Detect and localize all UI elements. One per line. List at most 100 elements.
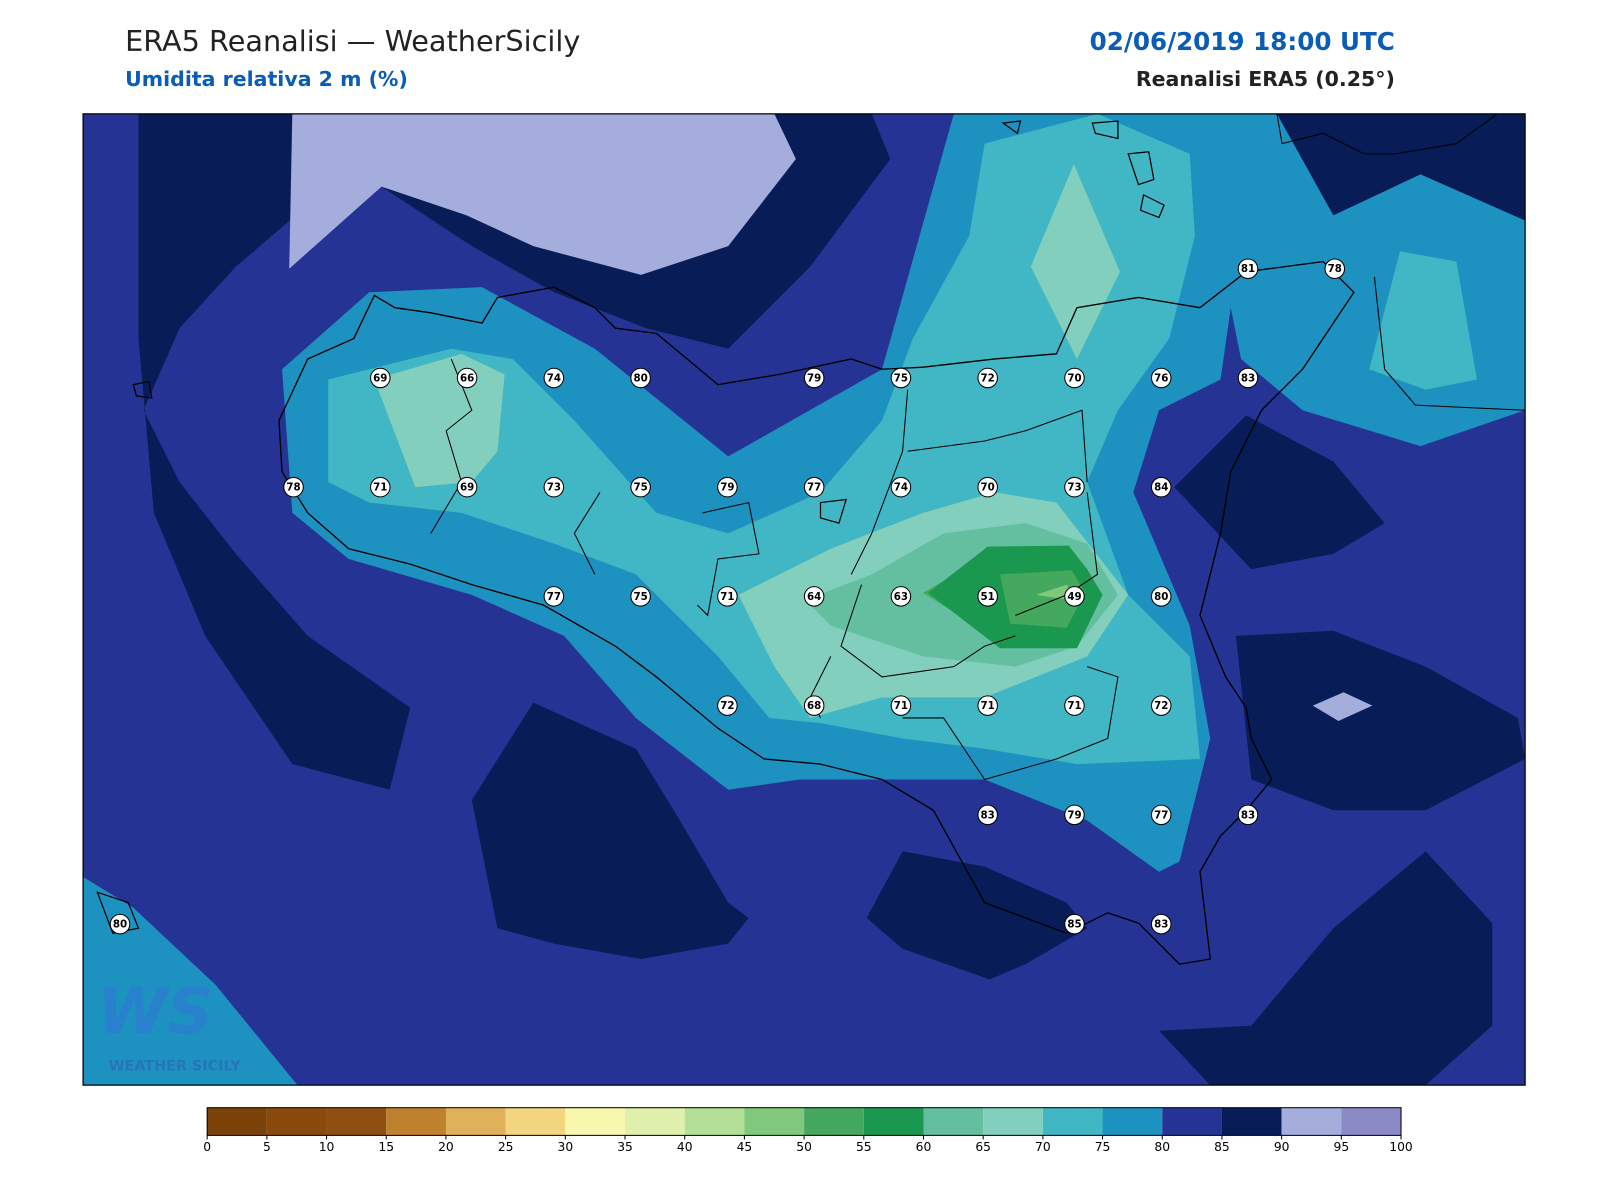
- station-value: 72: [720, 700, 734, 712]
- colorbar-tick-label: 10: [319, 1140, 335, 1154]
- station-marker: [1064, 586, 1085, 607]
- station-value: 80: [633, 372, 647, 384]
- colorbar-segment: [266, 1107, 327, 1136]
- station-marker: [803, 586, 825, 607]
- logo-text: WEATHER SICILY: [109, 1059, 242, 1075]
- field-85-90: [471, 702, 749, 959]
- station-value: 70: [981, 482, 995, 494]
- station-marker: [803, 476, 825, 498]
- colorbar-segment: [207, 1107, 267, 1136]
- station-value: 77: [547, 591, 561, 603]
- station-value: 78: [1328, 263, 1342, 275]
- station-marker: [456, 367, 478, 389]
- station-marker: [1064, 913, 1085, 935]
- station-value: 83: [1241, 809, 1255, 821]
- station-marker: [543, 367, 565, 389]
- colorbar-tick-label: 100: [1389, 1140, 1412, 1154]
- station-marker: [1064, 695, 1085, 716]
- station-marker: [1150, 913, 1172, 935]
- station-marker: [977, 695, 998, 716]
- colorbar-tick-label: 90: [1274, 1140, 1290, 1154]
- colorbar-tick-label: 35: [617, 1140, 633, 1154]
- station-marker: [1064, 804, 1085, 826]
- colorbar-tick-label: 70: [1035, 1140, 1051, 1154]
- colorbar-tick-label: 85: [1214, 1140, 1230, 1154]
- islands: [96, 120, 1165, 935]
- station-value: 78: [286, 482, 300, 494]
- station-marker: [890, 586, 912, 607]
- station-marker: [977, 804, 998, 826]
- station-value: 63: [894, 591, 908, 603]
- station-value: 69: [460, 482, 474, 494]
- colorbar-tick-label: 45: [737, 1140, 753, 1154]
- station-marker: [1237, 258, 1259, 279]
- station-marker: [630, 367, 651, 389]
- colorbar-tick-label: 5: [263, 1140, 271, 1154]
- colorbar-tick-label: 30: [558, 1140, 574, 1154]
- station-marker: [1150, 586, 1172, 607]
- station-marker: [717, 586, 738, 607]
- station-marker: [543, 586, 565, 607]
- station-marker: [977, 586, 998, 607]
- subtitle: Umidita relativa 2 m (%): [125, 67, 408, 91]
- station-value: 79: [807, 372, 821, 384]
- colorbar-segment: [505, 1107, 566, 1136]
- station-value: 84: [1154, 482, 1168, 494]
- station-value: 76: [1154, 372, 1168, 384]
- station-value: 69: [373, 372, 387, 384]
- colorbar-tick-label: 0: [203, 1140, 211, 1154]
- colorbar-tick-label: 50: [796, 1140, 812, 1154]
- colorbar-tick-label: 15: [378, 1140, 394, 1154]
- datetime: 02/06/2019 18:00 UTC: [1090, 27, 1395, 56]
- station-marker: [1150, 695, 1172, 716]
- station-marker: [1237, 367, 1259, 389]
- station-value: 83: [1241, 372, 1255, 384]
- station-value: 79: [720, 482, 734, 494]
- station-marker: [630, 476, 651, 498]
- field-65-70: [1030, 164, 1120, 359]
- coastline: [278, 260, 1355, 965]
- station-value: 70: [1067, 372, 1081, 384]
- colorbar: 0 5 10 15 20 25 30 35 40 45 50 55 60 65 70 75 80 85 90 95 10…: [203, 1107, 1413, 1154]
- station-value: 74: [547, 372, 561, 384]
- colorbar-segment: [445, 1107, 506, 1136]
- station-value: 75: [633, 591, 647, 603]
- colorbar-tick-label: 20: [438, 1140, 454, 1154]
- colorbar-segment: [1221, 1107, 1282, 1136]
- station-value: 83: [1154, 919, 1168, 931]
- station-marker: [803, 695, 825, 716]
- station-value: 51: [981, 591, 995, 603]
- station-value: 80: [113, 919, 127, 931]
- station-marker: [456, 476, 478, 498]
- field-85-90: [1276, 113, 1526, 221]
- station-value: 75: [894, 372, 908, 384]
- station-marker: [890, 367, 912, 389]
- station-value: 85: [1067, 919, 1081, 931]
- station-value: 71: [373, 482, 387, 494]
- station-marker: [109, 913, 131, 935]
- colorbar-tick-label: 75: [1095, 1140, 1111, 1154]
- colorbar-tick-label: 80: [1154, 1140, 1170, 1154]
- colorbar-segment: [1341, 1107, 1402, 1136]
- field-70-75: [1369, 251, 1477, 390]
- station-value: 73: [547, 482, 561, 494]
- colorbar-segment: [565, 1107, 626, 1136]
- station-value: 71: [894, 700, 908, 712]
- station-value: 83: [981, 809, 995, 821]
- station-value: 64: [807, 591, 821, 603]
- colorbar-segment: [744, 1107, 805, 1136]
- colorbar-segment: [1162, 1107, 1222, 1136]
- colorbar-segment: [386, 1107, 446, 1136]
- colorbar-segment: [684, 1107, 745, 1136]
- station-marker: [1324, 258, 1346, 279]
- station-marker: [1150, 804, 1172, 826]
- field-85-90: [1235, 630, 1526, 811]
- station-marker: [717, 695, 738, 716]
- colorbar-segment: [1042, 1107, 1103, 1136]
- station-value: 71: [981, 700, 995, 712]
- station-value: 71: [720, 591, 734, 603]
- colorbar-tick-label: 40: [677, 1140, 693, 1154]
- station-marker: [283, 476, 304, 498]
